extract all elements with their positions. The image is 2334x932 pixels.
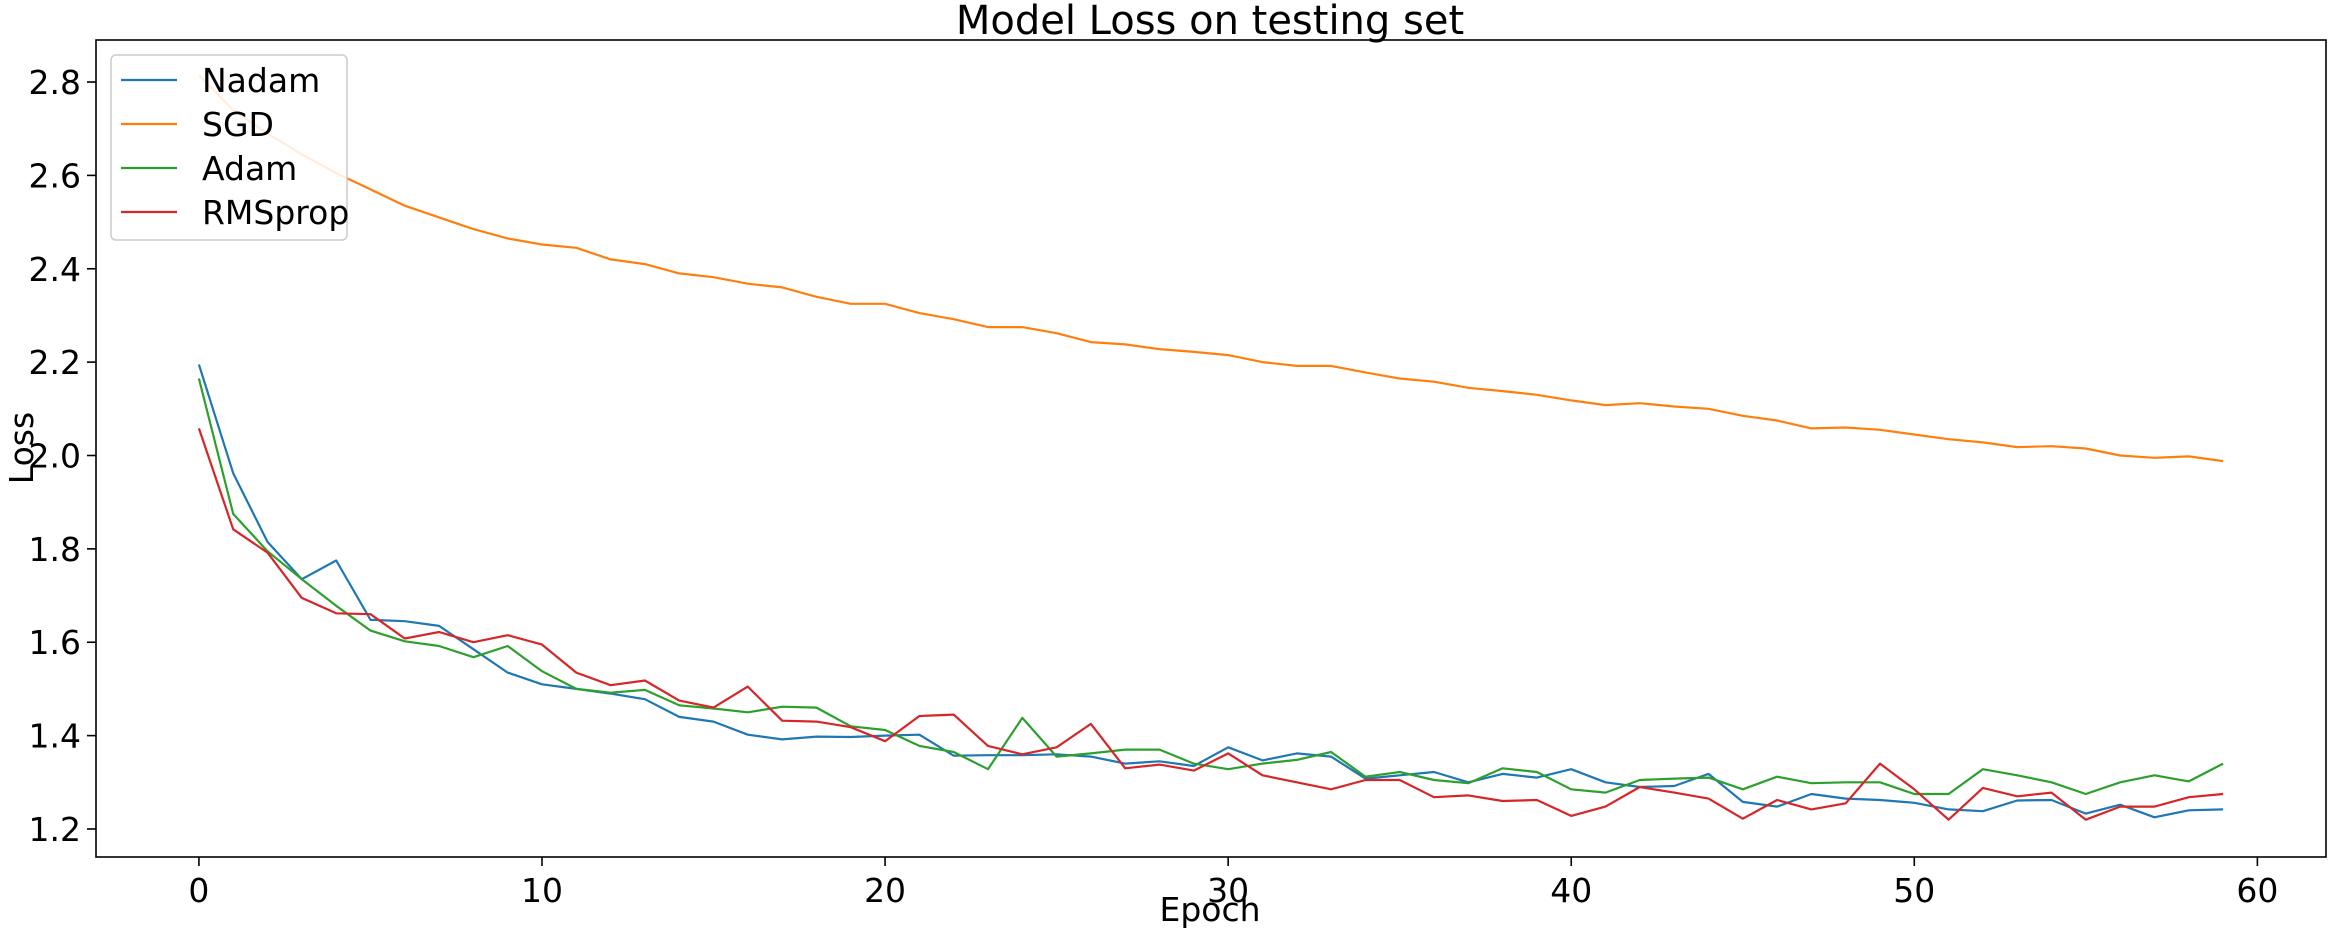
x-tick-label: 50 [1893,871,1935,910]
series-line-sgd [198,74,2224,463]
legend-box [110,54,348,241]
series-line-adam [197,378,2224,796]
x-tick-label: 0 [188,871,209,910]
y-tick-label: 2.4 [29,250,81,289]
legend: Nadam SGD Adam RMSprop [110,54,349,241]
y-tick-label: 1.4 [29,717,81,756]
series-line-nadam [197,364,2224,819]
y-tick-label: 1.2 [29,810,81,849]
legend-label-sgd: SGD [202,105,274,144]
x-axis-label: Epoch [1159,890,1260,929]
x-tick-label: 10 [521,871,563,910]
x-tick-label: 60 [2236,871,2278,910]
legend-label-rmsprop: RMSprop [202,193,349,232]
legend-label-adam: Adam [202,149,297,188]
x-tick-label: 30 [1207,871,1249,910]
x-axis: 0 10 20 30 40 50 60 [188,857,2278,910]
y-axis: 1.2 1.4 1.6 1.8 2.0 2.2 2.4 2.6 2.8 [29,63,96,849]
series-layer [197,74,2224,821]
y-tick-label: 1.6 [29,623,81,662]
x-tick-label: 40 [1550,871,1592,910]
legend-label-nadam: Nadam [202,61,320,100]
x-tick-label: 20 [864,871,906,910]
y-tick-label: 2.0 [29,437,81,476]
chart-title: Model Loss on testing set [956,0,1464,44]
y-tick-label: 1.8 [29,530,81,569]
plot-area [95,39,2327,858]
y-tick-label: 2.8 [29,63,81,102]
series-line-rmsprop [197,428,2224,821]
y-tick-label: 2.2 [29,343,81,382]
y-axis-label: Loss [2,412,41,484]
y-tick-label: 2.6 [29,156,81,195]
